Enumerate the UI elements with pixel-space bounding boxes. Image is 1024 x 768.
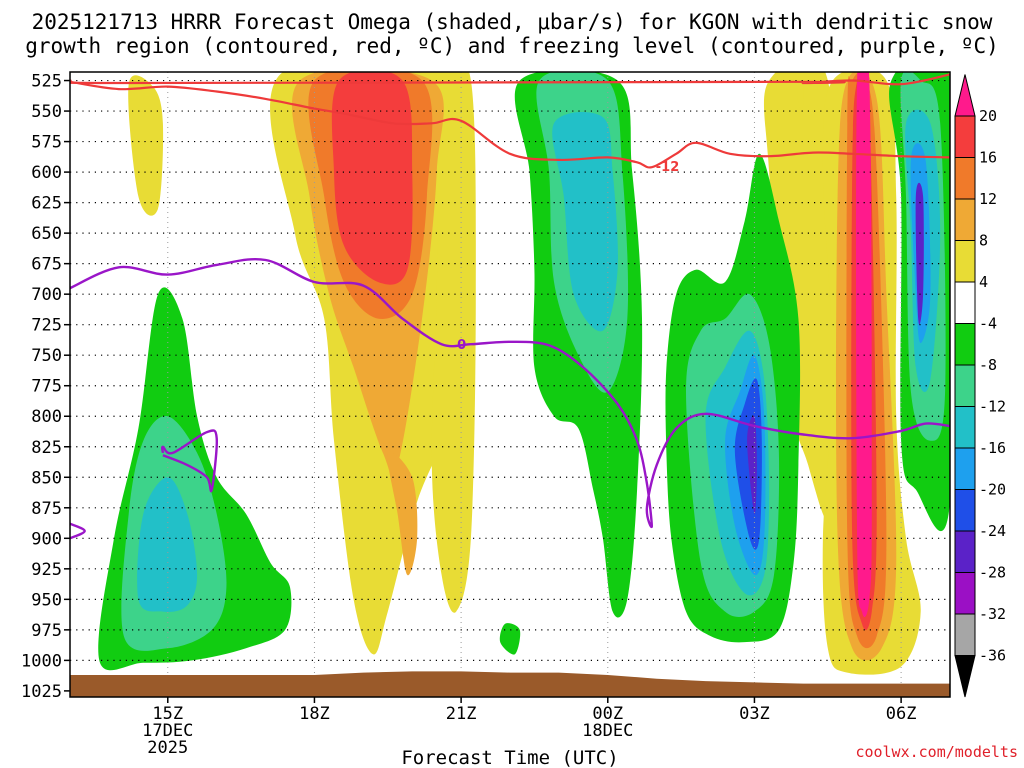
omega-region-31	[915, 182, 924, 325]
contours: -12 0	[70, 73, 950, 540]
omega-region-0	[128, 75, 164, 216]
y-tick-label-825: 825	[31, 438, 62, 458]
y-tick-label-1000: 1000	[21, 651, 62, 671]
gridlines	[70, 72, 950, 697]
x-tick-label-15Z-1: 17DEC	[142, 721, 193, 741]
colorbar-label--12: -12	[979, 398, 1006, 416]
y-tick-label-725: 725	[31, 316, 62, 336]
colorbar-swatch-9	[954, 447, 976, 490]
y-tick-label-650: 650	[31, 224, 62, 244]
omega-region-6	[331, 72, 413, 285]
y-tick-label-975: 975	[31, 621, 62, 641]
freezing-level-label: 0	[457, 338, 466, 353]
colorbar: 20 16 12 8 4 -4 -8 -12 -16 -20 -24 -28 -32 -36	[954, 74, 1006, 698]
chart-title-line-2: growth region (contoured, red, ºC) and f…	[25, 34, 999, 58]
x-tick-label-15Z-2: 2025	[147, 738, 188, 758]
y-tick-label-550: 550	[31, 102, 62, 122]
chart-title-line-1: 2025121713 HRRR Forecast Omega (shaded, …	[32, 10, 993, 34]
colorbar-label--8: -8	[979, 356, 997, 374]
omega-region-14	[797, 77, 804, 108]
credit-text: coolwx.com/modelts	[855, 743, 1018, 761]
colorbar-label-12: 12	[979, 190, 997, 208]
y-tick-label-750: 750	[31, 346, 62, 366]
colorbar-label-16: 16	[979, 149, 997, 167]
y-tick-label-1025: 1025	[21, 682, 62, 702]
x-tick-label-15Z-0: 15Z	[152, 704, 183, 724]
dgz-contour-top	[70, 73, 950, 86]
colorbar-label-4: 4	[979, 273, 988, 291]
colorbar-label--4: -4	[979, 315, 997, 333]
colorbar-swatch-3	[954, 198, 976, 241]
omega-region-4	[387, 451, 418, 576]
colorbar-label--20: -20	[979, 481, 1006, 499]
x-tick-label-00Z-1: 18DEC	[582, 721, 633, 741]
y-tick-label-700: 700	[31, 285, 62, 305]
y-tick-label-675: 675	[31, 255, 62, 275]
y-tick-label-625: 625	[31, 194, 62, 214]
dgz-contour-minus12	[70, 80, 950, 169]
colorbar-swatch-1	[954, 115, 976, 158]
y-axis: 525 550 575 600 625 650 675 700 725 750 775 800 825 8…	[21, 72, 70, 702]
colorbar-label-20: 20	[979, 107, 997, 125]
omega-region-17	[137, 477, 198, 612]
x-tick-label-18Z-0: 18Z	[299, 704, 330, 724]
y-tick-label-600: 600	[31, 163, 62, 183]
colorbar-label--24: -24	[979, 522, 1006, 540]
x-tick-label-21Z-0: 21Z	[446, 704, 477, 724]
y-tick-label-575: 575	[31, 133, 62, 153]
y-tick-label-875: 875	[31, 499, 62, 519]
omega-region-20	[552, 111, 618, 332]
omega-region-7	[763, 72, 838, 520]
colorbar-swatch-13	[954, 613, 976, 656]
colorbar-max-arrow	[954, 74, 976, 117]
y-tick-label-925: 925	[31, 560, 62, 580]
omega-shading	[98, 72, 950, 675]
colorbar-label-8: 8	[979, 232, 988, 250]
y-tick-label-775: 775	[31, 377, 62, 397]
dgz-contour-label: -12	[656, 160, 680, 175]
x-tick-label-06Z-0: 06Z	[886, 704, 917, 724]
y-tick-label-800: 800	[31, 407, 62, 427]
omega-region-12	[856, 72, 872, 617]
colorbar-label--16: -16	[979, 439, 1006, 457]
y-tick-label-850: 850	[31, 468, 62, 488]
terrain-layer	[70, 671, 950, 697]
y-tick-label-900: 900	[31, 529, 62, 549]
freezing-level-contour	[70, 257, 950, 529]
terrain	[70, 671, 950, 697]
freezing-level-loop-0	[160, 429, 218, 493]
colorbar-swatch-8	[954, 406, 976, 449]
plot-frame	[69, 71, 951, 698]
x-tick-label-00Z-0: 00Z	[592, 704, 623, 724]
x-axis-label: Forecast Time (UTC)	[401, 747, 618, 768]
colorbar-label--36: -36	[979, 647, 1006, 665]
freezing-level-loop-1	[70, 522, 86, 540]
y-tick-label-525: 525	[31, 72, 62, 92]
colorbar-swatch-6	[954, 323, 976, 366]
colorbar-swatch-2	[954, 157, 976, 200]
colorbar-swatch-7	[954, 364, 976, 407]
omega-region-26	[747, 415, 757, 515]
omega-region-32	[499, 623, 521, 655]
colorbar-swatch-10	[954, 489, 976, 532]
colorbar-label--28: -28	[979, 564, 1006, 582]
colorbar-swatch-5	[954, 281, 976, 324]
colorbar-swatch-4	[954, 240, 976, 283]
colorbar-label--32: -32	[979, 605, 1006, 623]
colorbar-swatch-11	[954, 530, 976, 573]
colorbar-min-arrow	[954, 655, 976, 698]
y-tick-label-950: 950	[31, 590, 62, 610]
x-tick-label-03Z-0: 03Z	[739, 704, 770, 724]
colorbar-swatch-12	[954, 572, 976, 615]
